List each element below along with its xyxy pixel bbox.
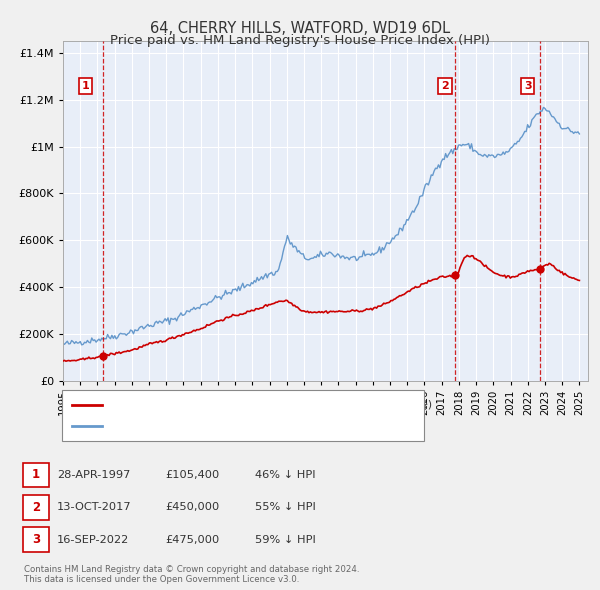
Text: Contains HM Land Registry data © Crown copyright and database right 2024.
This d: Contains HM Land Registry data © Crown c… (24, 565, 359, 584)
Text: 55% ↓ HPI: 55% ↓ HPI (255, 503, 316, 512)
Text: 46% ↓ HPI: 46% ↓ HPI (255, 470, 316, 480)
Text: £105,400: £105,400 (165, 470, 219, 480)
Text: £475,000: £475,000 (165, 535, 219, 545)
Text: 2: 2 (32, 501, 40, 514)
Text: 64, CHERRY HILLS, WATFORD, WD19 6DL: 64, CHERRY HILLS, WATFORD, WD19 6DL (150, 21, 450, 36)
Text: 1: 1 (32, 468, 40, 481)
Text: 16-SEP-2022: 16-SEP-2022 (57, 535, 129, 545)
Text: Price paid vs. HM Land Registry's House Price Index (HPI): Price paid vs. HM Land Registry's House … (110, 34, 490, 47)
Text: 3: 3 (32, 533, 40, 546)
Text: 13-OCT-2017: 13-OCT-2017 (57, 503, 131, 512)
Text: 2: 2 (441, 81, 449, 91)
Text: 3: 3 (524, 81, 532, 91)
Text: HPI: Average price, detached house, Three Rivers: HPI: Average price, detached house, Thre… (108, 421, 379, 431)
Text: 59% ↓ HPI: 59% ↓ HPI (255, 535, 316, 545)
Text: 28-APR-1997: 28-APR-1997 (57, 470, 130, 480)
Text: £450,000: £450,000 (165, 503, 219, 512)
Text: 64, CHERRY HILLS, WATFORD, WD19 6DL (detached house): 64, CHERRY HILLS, WATFORD, WD19 6DL (det… (108, 399, 432, 409)
Text: 1: 1 (82, 81, 89, 91)
